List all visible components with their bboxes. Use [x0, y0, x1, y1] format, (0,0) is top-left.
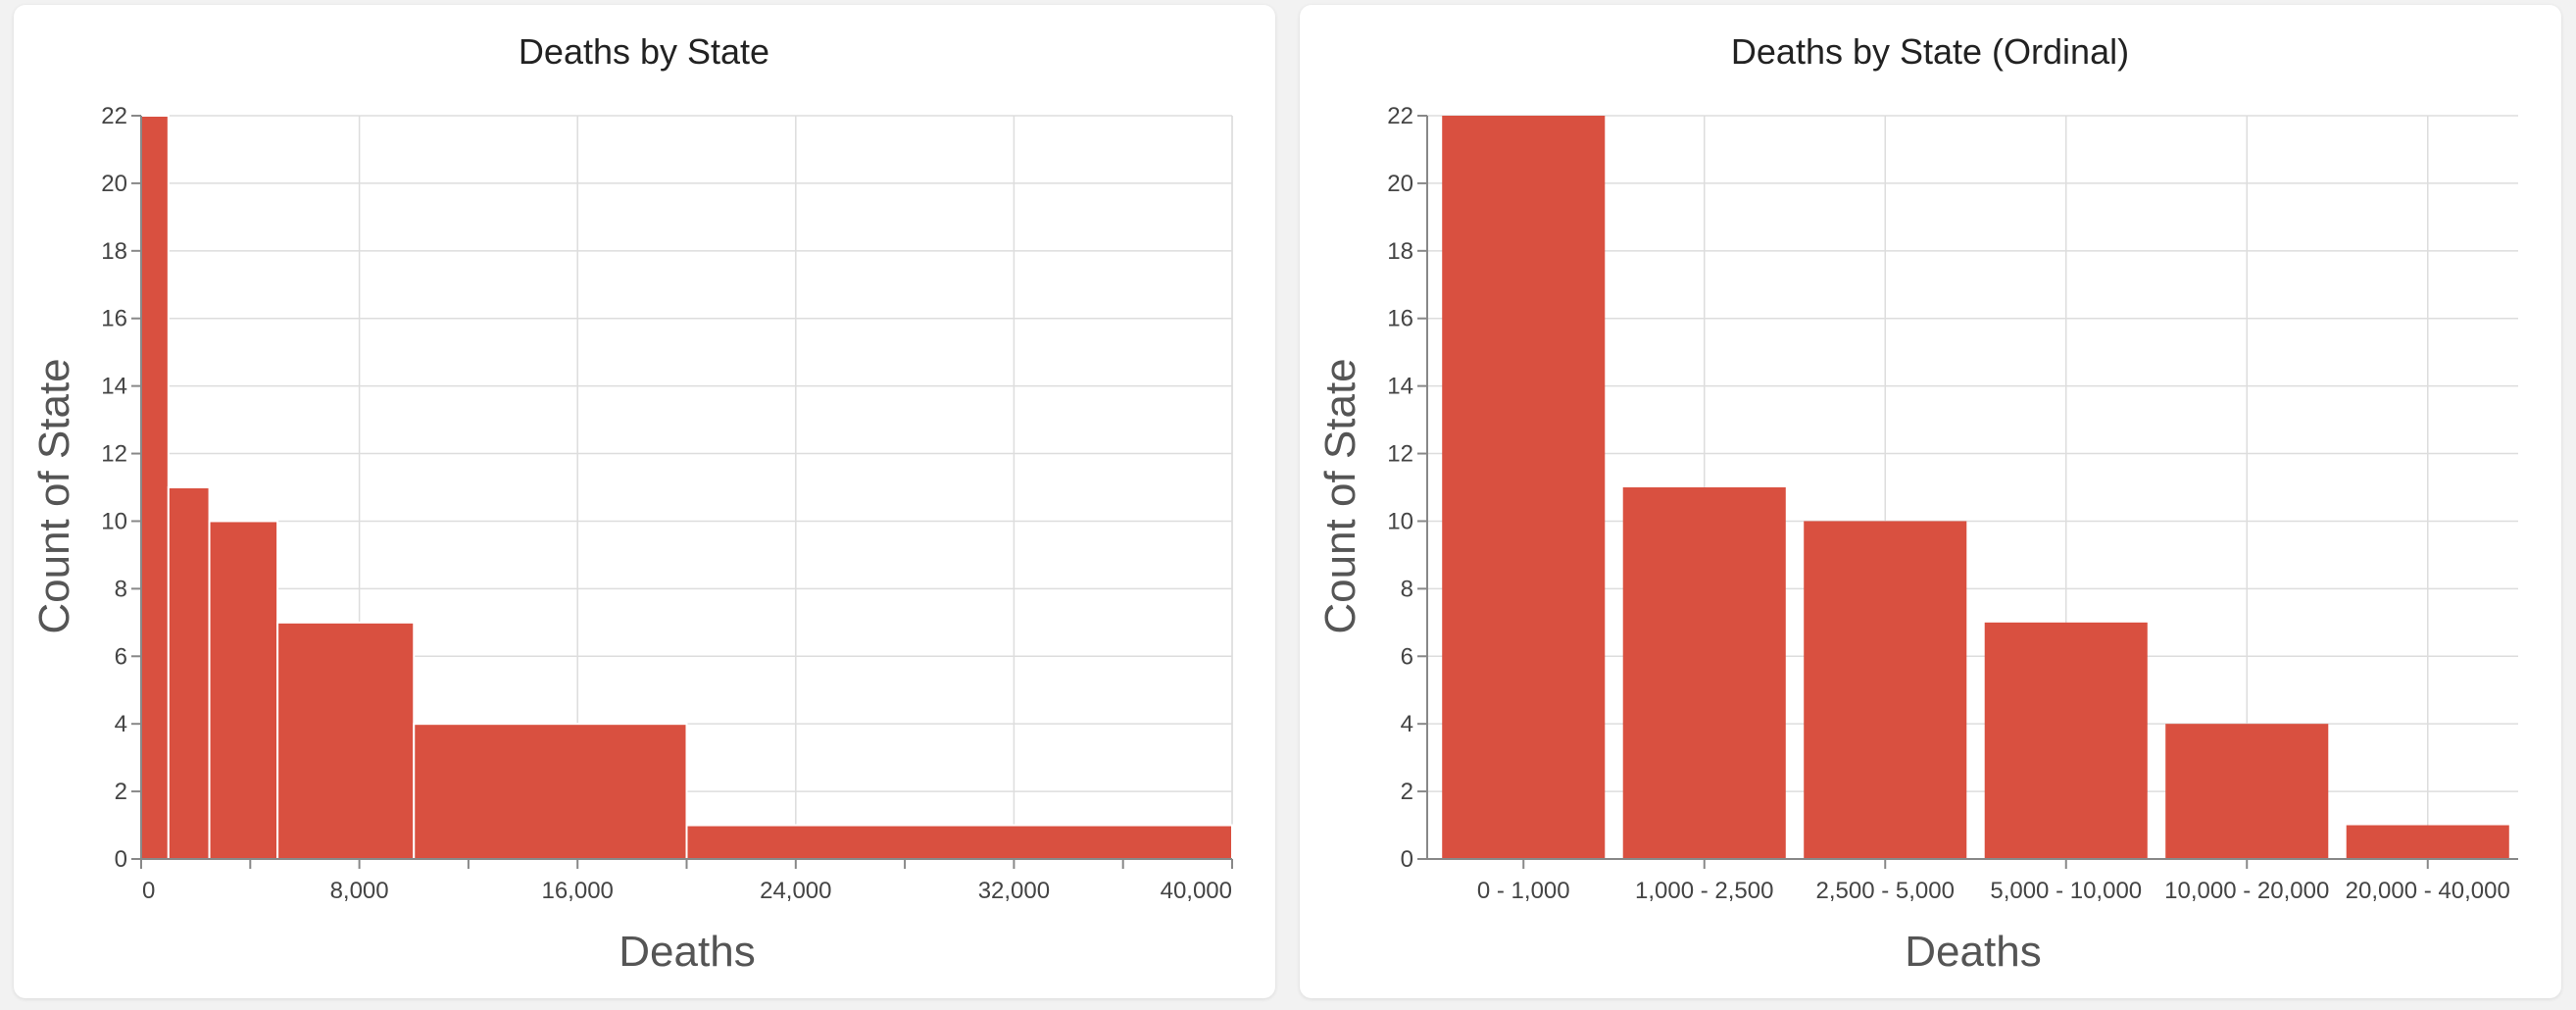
ordinal-bar: [1984, 622, 2148, 859]
x-tick-label: 5,000 - 10,000: [1990, 878, 2142, 904]
y-tick-label: 14: [1387, 374, 1413, 400]
y-tick-label: 20: [101, 171, 127, 197]
x-tick-label: 16,000: [541, 878, 613, 904]
x-tick-label: 8,000: [330, 878, 389, 904]
x-tick-label: 0: [142, 878, 155, 904]
histogram-bar: [276, 621, 416, 860]
y-tick-label: 18: [1387, 238, 1413, 265]
ordinal-bar: [2165, 724, 2329, 859]
histogram-bar: [167, 486, 211, 860]
y-tick-label: 12: [1387, 441, 1413, 468]
y-tick-label: 6: [1401, 643, 1413, 670]
ordinal-bar-chart: Deaths by State (Ordinal) 0 2 4 6 8 10 12 14 16 1…: [1316, 31, 2518, 976]
y-tick-label: 16: [1387, 306, 1413, 332]
y-tick-label: 14: [101, 374, 127, 400]
y-tick-label: 6: [115, 643, 127, 670]
x-tick-label: 40,000: [1161, 878, 1232, 904]
y-tick-label: 2: [1401, 779, 1413, 805]
y-tick-label: 10: [101, 508, 127, 534]
y-tick-label: 0: [115, 846, 127, 873]
y-tick-label: 20: [1387, 171, 1413, 197]
y-tick-label: 8: [115, 576, 127, 602]
histogram-bar: [685, 824, 1233, 861]
y-tick-label: 2: [115, 779, 127, 805]
y-axis-title: Count of State: [1316, 358, 1364, 633]
chart-title: Deaths by State (Ordinal): [1731, 31, 2129, 72]
y-tick-label: 10: [1387, 508, 1413, 534]
histogram-chart: Deaths by State 0 2 4 6 8 10 12 14 16 18 20 22 0 8,0…: [30, 31, 1233, 976]
histogram-bar: [140, 115, 170, 860]
x-tick-label: 32,000: [978, 878, 1050, 904]
y-tick-label: 4: [1401, 711, 1413, 737]
y-axis-title: Count of State: [30, 358, 78, 633]
x-tick-label: 10,000 - 20,000: [2164, 878, 2329, 904]
histogram-bar: [413, 723, 688, 860]
ordinal-bar: [1804, 521, 1967, 859]
chart-title: Deaths by State: [519, 31, 769, 72]
x-tick-label: 0 - 1,000: [1477, 878, 1570, 904]
x-axis-title: Deaths: [619, 928, 755, 976]
y-tick-label: 22: [1387, 103, 1413, 129]
ordinal-bar: [1622, 487, 1786, 859]
chart-panel-histogram: Deaths by State 0 2 4 6 8 10 12 14 16 18 20 22 0 8,0…: [14, 5, 1275, 998]
x-axis-title: Deaths: [1905, 928, 2041, 976]
y-tick-label: 4: [115, 711, 127, 737]
histogram-bar: [208, 520, 279, 860]
y-tick-label: 8: [1401, 576, 1413, 602]
x-tick-label: 2,500 - 5,000: [1816, 878, 1955, 904]
x-tick-label: 20,000 - 40,000: [2346, 878, 2510, 904]
y-tick-label: 16: [101, 306, 127, 332]
y-tick-label: 0: [1401, 846, 1413, 873]
chart-panel-ordinal: Deaths by State (Ordinal) 0 2 4 6 8 10 12 14 16 1…: [1300, 5, 2561, 998]
y-tick-label: 12: [101, 441, 127, 468]
y-tick-label: 22: [101, 103, 127, 129]
x-tick-label: 1,000 - 2,500: [1635, 878, 1773, 904]
x-tick-label: 24,000: [760, 878, 831, 904]
y-tick-label: 18: [101, 238, 127, 265]
ordinal-bar: [1442, 116, 1606, 859]
ordinal-bar: [2346, 825, 2509, 859]
